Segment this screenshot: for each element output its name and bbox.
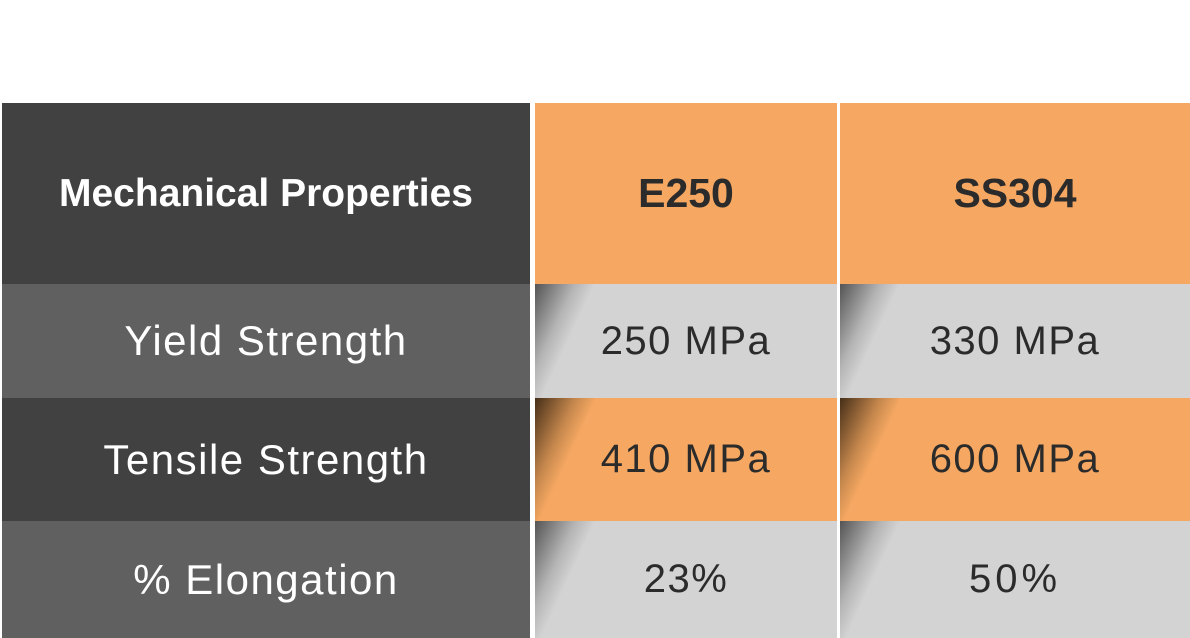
header-material-e250: E250 bbox=[638, 170, 734, 216]
row-tensile-e250-value: 410 MPa bbox=[600, 437, 772, 481]
row-elongation-label: % Elongation bbox=[133, 555, 399, 603]
cell-shadow-decoration bbox=[840, 521, 920, 638]
header-material-ss304: SS304 bbox=[953, 170, 1077, 216]
header-property-cell: Mechanical Properties bbox=[2, 103, 530, 284]
row-yield-e250-value: 250 MPa bbox=[600, 318, 772, 363]
row-elongation-label-cell: % Elongation bbox=[2, 521, 530, 638]
row-elongation-ss304-value: 50% bbox=[968, 557, 1062, 601]
row-tensile-label-cell: Tensile Strength bbox=[2, 398, 530, 521]
cell-shadow-decoration bbox=[840, 284, 920, 398]
cell-shadow-decoration bbox=[840, 398, 920, 521]
row-elongation-e250-value: 23% bbox=[643, 557, 729, 601]
mechanical-properties-table: Mechanical Properties E250 SS304 Yield S… bbox=[2, 103, 1190, 638]
header-material-e250-cell: E250 bbox=[535, 103, 837, 284]
row-yield-ss304-value: 330 MPa bbox=[929, 318, 1101, 363]
row-yield-label-cell: Yield Strength bbox=[2, 284, 530, 398]
row-tensile-ss304-cell: 600 MPa bbox=[840, 398, 1190, 521]
row-yield-label: Yield Strength bbox=[124, 317, 408, 364]
row-yield-e250-cell: 250 MPa bbox=[535, 284, 837, 398]
row-tensile-e250-cell: 410 MPa bbox=[535, 398, 837, 521]
header-material-ss304-cell: SS304 bbox=[840, 103, 1190, 284]
cell-shadow-decoration bbox=[535, 521, 615, 638]
header-property-label: Mechanical Properties bbox=[59, 171, 473, 215]
row-tensile-label: Tensile Strength bbox=[103, 435, 429, 483]
row-tensile-ss304-value: 600 MPa bbox=[929, 437, 1101, 481]
row-elongation-ss304-cell: 50% bbox=[840, 521, 1190, 638]
row-yield-ss304-cell: 330 MPa bbox=[840, 284, 1190, 398]
row-elongation-e250-cell: 23% bbox=[535, 521, 837, 638]
